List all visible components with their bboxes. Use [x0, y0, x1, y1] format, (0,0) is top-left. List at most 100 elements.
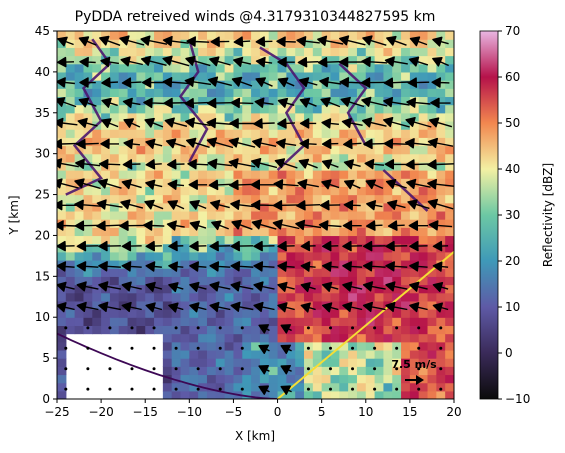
reflectivity-cell	[224, 268, 235, 277]
reflectivity-cell	[427, 80, 437, 89]
wind-vector-arrow	[339, 35, 366, 46]
reflectivity-cell	[286, 317, 296, 326]
reflectivity-cell	[304, 153, 314, 163]
reflectivity-cell	[83, 39, 93, 48]
reflectivity-cell	[251, 268, 261, 277]
wind-vector-arrow	[277, 302, 295, 313]
reflectivity-cell	[242, 170, 252, 179]
reflectivity-cell	[145, 210, 155, 220]
reflectivity-cell	[118, 120, 129, 130]
reflectivity-cell	[127, 219, 137, 228]
reflectivity-cell	[242, 251, 252, 261]
wind-vector-arrow	[362, 117, 387, 128]
reflectivity-cell	[392, 39, 402, 48]
reflectivity-cell	[365, 309, 376, 318]
reflectivity-cell	[198, 80, 208, 89]
reflectivity-cell	[162, 112, 173, 122]
reflectivity-cell	[312, 284, 323, 294]
reflectivity-cell	[74, 112, 85, 122]
reflectivity-cell	[295, 292, 305, 302]
reflectivity-cell	[304, 88, 314, 98]
wind-vector-dot	[108, 346, 112, 350]
reflectivity-cell	[401, 227, 411, 237]
reflectivity-cell	[259, 194, 270, 204]
reflectivity-cell	[145, 129, 155, 138]
reflectivity-cell	[109, 161, 120, 171]
reflectivity-cell	[259, 300, 270, 310]
reflectivity-cell	[312, 374, 323, 384]
reflectivity-cell	[162, 390, 173, 399]
reflectivity-cell	[286, 120, 296, 130]
wind-vector-arrow	[322, 261, 339, 272]
reflectivity-cell	[374, 235, 385, 245]
reflectivity-cell	[145, 170, 155, 179]
reflectivity-cell	[198, 333, 208, 343]
reflectivity-cell	[162, 235, 173, 245]
wind-vector-arrow	[250, 179, 278, 190]
reflectivity-cell	[295, 194, 305, 204]
reflectivity-cell	[348, 276, 358, 286]
reflectivity-contour	[65, 38, 112, 196]
wind-vector-dot	[351, 367, 355, 371]
reflectivity-cell	[304, 202, 314, 212]
reflectivity-cell	[392, 325, 402, 335]
reflectivity-cell	[277, 235, 287, 245]
reflectivity-cell	[374, 382, 385, 392]
y-tick-label: 5	[42, 351, 50, 365]
reflectivity-cell	[321, 31, 332, 40]
reflectivity-cell	[339, 112, 349, 122]
reflectivity-cell	[136, 325, 146, 335]
reflectivity-cell	[409, 268, 420, 277]
reflectivity-cell	[215, 325, 226, 335]
reflectivity-cell	[374, 194, 385, 204]
chart-title: PyDDA retreived winds @4.317931034482759…	[75, 9, 436, 25]
y-tick-label: 45	[35, 24, 50, 38]
reflectivity-cell	[57, 341, 67, 351]
reflectivity-cell	[286, 210, 296, 220]
reflectivity-cell	[145, 153, 155, 163]
reflectivity-cell	[198, 219, 208, 228]
wind-vector-arrow	[123, 138, 140, 149]
reflectivity-cell	[171, 366, 182, 376]
reflectivity-cell	[409, 170, 420, 179]
reflectivity-cell	[374, 268, 385, 277]
reflectivity-cell	[189, 112, 199, 122]
wind-vector-arrow	[186, 137, 210, 148]
reflectivity-cell	[277, 129, 287, 138]
reflectivity-cell	[242, 325, 252, 335]
reflectivity-cell	[330, 202, 340, 212]
reflectivity-cell	[224, 382, 235, 392]
reflectivity-cell	[233, 63, 243, 73]
reflectivity-cell	[251, 325, 261, 335]
reflectivity-cell	[101, 251, 111, 261]
reflectivity-cell	[436, 219, 446, 228]
reflectivity-cell	[101, 235, 111, 245]
reflectivity-cell	[242, 317, 252, 326]
reflectivity-cell	[295, 366, 305, 376]
x-tick-label: −5	[225, 405, 243, 419]
reflectivity-cell	[312, 349, 323, 359]
reflectivity-cell	[154, 276, 164, 286]
wind-vector-dot	[417, 346, 421, 350]
reflectivity-cell	[392, 153, 402, 163]
wind-vector-arrow	[277, 97, 295, 108]
reflectivity-cell	[348, 390, 358, 399]
reflectivity-cell	[198, 39, 208, 48]
reflectivity-cell	[392, 358, 402, 367]
reflectivity-cell	[268, 55, 279, 65]
reflectivity-cell	[392, 186, 402, 196]
reflectivity-cell	[383, 349, 393, 359]
reflectivity-cell	[365, 120, 376, 130]
reflectivity-cell	[295, 227, 305, 237]
reflectivity-cell	[162, 333, 173, 343]
reflectivity-cell	[418, 317, 429, 326]
reflectivity-cell	[162, 71, 173, 81]
quiver-key-arrow	[405, 375, 424, 385]
reflectivity-cell	[101, 104, 111, 114]
reflectivity-cell	[162, 268, 173, 277]
reflectivity-cell	[74, 120, 85, 130]
wind-vector-arrow	[406, 178, 431, 189]
reflectivity-cell	[268, 120, 279, 130]
reflectivity-cell	[339, 284, 349, 294]
reflectivity-cell	[268, 186, 279, 196]
